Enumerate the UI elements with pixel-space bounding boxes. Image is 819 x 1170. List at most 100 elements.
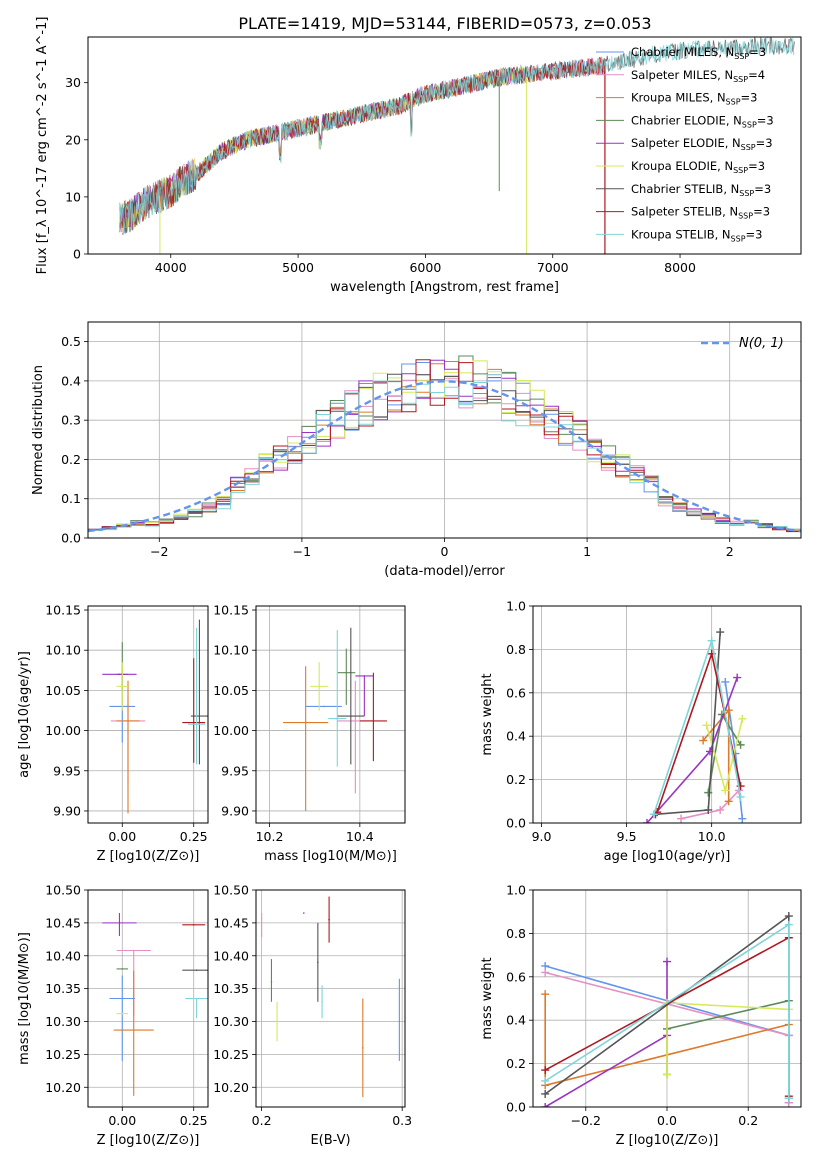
weight-marker bbox=[738, 814, 747, 823]
data-point bbox=[192, 721, 195, 724]
weight-marker bbox=[677, 814, 686, 823]
y-tick-label: 0.1 bbox=[61, 491, 81, 506]
data-point bbox=[121, 685, 124, 688]
weight-lines bbox=[643, 628, 747, 823]
weight-vs-age-panel: 9.0 9.5 10.0 0.0 0.2 0.4 0.6 0.8 1.0 age [log10(a… bbox=[480, 599, 802, 864]
x-axis-label: (data-model)/error bbox=[384, 564, 505, 579]
spectrum-series-line bbox=[119, 56, 606, 229]
y-tick-label: 10.50 bbox=[213, 883, 249, 898]
data-point bbox=[318, 685, 321, 688]
y-tick-label: 9.95 bbox=[221, 763, 249, 778]
data-point bbox=[118, 673, 121, 676]
x-axis-label: wavelength [Angstrom, rest frame] bbox=[330, 280, 559, 295]
y-tick-label: 0.0 bbox=[61, 531, 81, 546]
weight-marker bbox=[541, 1103, 550, 1107]
weight-marker bbox=[721, 786, 730, 795]
data-point bbox=[260, 935, 263, 937]
weight-marker bbox=[663, 957, 671, 966]
residual-histograms bbox=[88, 355, 801, 538]
data-point bbox=[276, 1020, 278, 1023]
y-tick-label: 0.3 bbox=[61, 413, 81, 428]
y-tick-label: 10.35 bbox=[45, 981, 81, 996]
weight-marker bbox=[704, 805, 713, 814]
x-tick-label: 4000 bbox=[155, 260, 187, 275]
y-tick-label: 10.45 bbox=[45, 915, 81, 930]
y-tick-label: 0.6 bbox=[506, 969, 526, 984]
weight-marker bbox=[663, 1070, 671, 1079]
weight-marker bbox=[649, 810, 658, 819]
data-point bbox=[302, 912, 305, 914]
x-tick-label: 10.4 bbox=[346, 829, 374, 844]
y-tick-label: 10.00 bbox=[213, 723, 249, 738]
x-tick-label: 7000 bbox=[537, 260, 569, 275]
legend-entry: Chabrier STELIB, NSSP=3 bbox=[631, 182, 771, 198]
age-vs-mass-panel: 10.2 10.4 9.90 9.95 10.00 10.05 10.10 10.15 mass… bbox=[213, 603, 406, 864]
legend-entry: Kroupa ELODIE, NSSP=3 bbox=[631, 159, 765, 175]
y-tick-label: 10.40 bbox=[213, 948, 249, 963]
weight-marker bbox=[736, 740, 745, 749]
data-point bbox=[336, 717, 339, 720]
y-tick-label: 0.2 bbox=[61, 452, 81, 467]
x-tick-label: 10.2 bbox=[256, 829, 284, 844]
error-bars bbox=[102, 619, 208, 814]
data-point bbox=[398, 1020, 401, 1023]
y-tick-label: 1.0 bbox=[506, 883, 526, 898]
x-tick-label: 0.25 bbox=[180, 1113, 208, 1128]
y-tick-label: 0.4 bbox=[506, 1013, 526, 1028]
data-point bbox=[372, 720, 375, 722]
residuals-panel: −2 −1 0 1 2 0.0 0.1 0.2 0.3 0.4 0.5 (data-model)/er… bbox=[31, 321, 802, 579]
weight-marker bbox=[541, 1089, 550, 1098]
x-tick-label: −2 bbox=[150, 544, 168, 559]
spectrum-panel: 4000 5000 6000 7000 8000 0 10 20 30 wavelength [A… bbox=[35, 17, 802, 295]
x-tick-label: 1 bbox=[583, 544, 591, 559]
y-tick-label: 10.25 bbox=[213, 1047, 249, 1062]
data-point bbox=[328, 918, 330, 921]
y-tick-label: 0.2 bbox=[506, 1056, 526, 1071]
weight-marker bbox=[721, 677, 730, 686]
legend-entry: Salpeter MILES, NSSP=4 bbox=[631, 68, 765, 84]
x-tick-label: 9.5 bbox=[617, 829, 637, 844]
x-tick-label: 2 bbox=[726, 544, 734, 559]
legend-entry: Chabrier MILES, NSSP=3 bbox=[631, 45, 766, 61]
y-tick-label: 0.8 bbox=[506, 642, 526, 657]
weight-marker bbox=[733, 673, 742, 682]
y-tick-label: 0.4 bbox=[506, 729, 526, 744]
x-tick-label: 0.2 bbox=[252, 1113, 272, 1128]
data-point bbox=[127, 720, 129, 722]
spectrum-series-line bbox=[119, 57, 606, 233]
y-tick-label: 9.90 bbox=[221, 803, 249, 818]
y-tick-label: 10.35 bbox=[213, 981, 249, 996]
data-point bbox=[322, 705, 325, 708]
weight-series-line bbox=[653, 640, 742, 815]
y-tick-label: 10.20 bbox=[213, 1080, 249, 1095]
data-point bbox=[118, 922, 121, 924]
weight-marker bbox=[699, 736, 708, 745]
x-tick-label: 0.00 bbox=[108, 829, 136, 844]
weight-lines bbox=[541, 912, 793, 1107]
mass-vs-Z-panel: 0.00 0.25 10.20 10.25 10.30 10.35 10.40 10.45 10… bbox=[17, 883, 209, 1148]
plot-frame bbox=[87, 605, 209, 824]
plot-frame bbox=[87, 321, 802, 539]
weight-marker bbox=[541, 990, 550, 999]
y-axis-label: mass weight bbox=[480, 673, 495, 755]
residual-histogram bbox=[88, 374, 801, 538]
y-tick-label: 20 bbox=[65, 132, 81, 147]
y-axis-label: mass weight bbox=[480, 957, 495, 1039]
y-axis-label: Normed distribution bbox=[31, 365, 46, 495]
x-tick-label: 0.25 bbox=[180, 829, 208, 844]
y-tick-label: 10.05 bbox=[45, 683, 81, 698]
data-point bbox=[321, 1000, 323, 1003]
weight-marker bbox=[724, 797, 733, 806]
data-point bbox=[317, 961, 319, 964]
y-axis-label: Flux [f_λ 10^-17 erg cm^-2 s^-1 A^-1] bbox=[35, 17, 50, 275]
residual-histogram bbox=[88, 359, 801, 538]
legend-entry: Kroupa STELIB, NSSP=3 bbox=[631, 227, 762, 243]
x-axis-label: Z [log10(Z/Z⊙)] bbox=[97, 1133, 200, 1148]
y-tick-label: 10.40 bbox=[45, 948, 81, 963]
y-tick-label: 0 bbox=[73, 247, 81, 262]
weight-marker bbox=[736, 792, 745, 801]
data-point bbox=[198, 715, 201, 717]
y-tick-label: 0.2 bbox=[506, 772, 526, 787]
y-tick-label: 10.15 bbox=[213, 603, 249, 618]
data-point bbox=[195, 997, 198, 1000]
